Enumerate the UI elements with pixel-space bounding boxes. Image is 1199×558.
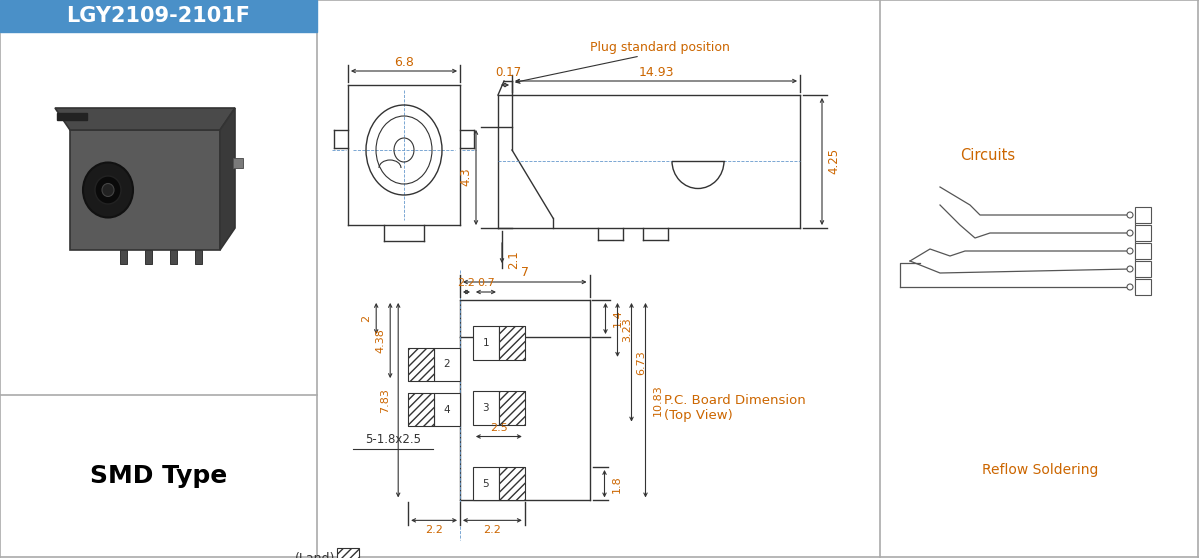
Text: Reflow Soldering: Reflow Soldering	[982, 463, 1098, 477]
Text: 4.38: 4.38	[375, 328, 385, 353]
Text: 5: 5	[482, 479, 489, 489]
Text: 0.17: 0.17	[495, 66, 522, 79]
Bar	[1135, 225, 1151, 241]
Text: 2: 2	[361, 315, 372, 322]
Text: 3: 3	[482, 403, 489, 413]
Bar	[499, 391, 525, 425]
Bar	[1135, 243, 1151, 259]
Ellipse shape	[102, 184, 114, 196]
Bar	[472, 391, 499, 425]
Bar	[408, 393, 434, 426]
Ellipse shape	[83, 162, 133, 218]
Text: 5-1.8x2.5: 5-1.8x2.5	[366, 433, 421, 446]
Circle shape	[1127, 284, 1133, 290]
Text: 4: 4	[1140, 228, 1146, 238]
Bar	[499, 467, 525, 501]
Text: 2.1: 2.1	[507, 251, 520, 270]
Text: P.C. Board Dimension
(Top View): P.C. Board Dimension (Top View)	[664, 394, 806, 422]
Bar	[195, 250, 201, 264]
Text: 7.83: 7.83	[380, 388, 390, 412]
Text: 6.8: 6.8	[394, 56, 414, 70]
Text: 1.4: 1.4	[613, 310, 622, 328]
Circle shape	[1127, 266, 1133, 272]
Bar	[499, 326, 525, 360]
Text: 14.93: 14.93	[638, 66, 674, 79]
Text: 1: 1	[482, 338, 489, 348]
Bar	[337, 549, 359, 558]
Ellipse shape	[95, 176, 121, 204]
Bar	[120, 250, 127, 264]
Bar	[472, 467, 499, 501]
Text: 5: 5	[1140, 246, 1146, 256]
Text: Plug standard position: Plug standard position	[590, 41, 730, 55]
Text: 2.2: 2.2	[483, 525, 501, 535]
Text: 2.5: 2.5	[490, 422, 507, 432]
Bar	[233, 158, 243, 168]
Text: 7: 7	[520, 267, 529, 280]
Bar	[408, 393, 434, 426]
Polygon shape	[55, 108, 235, 130]
Bar	[1135, 261, 1151, 277]
Circle shape	[1127, 230, 1133, 236]
Bar	[408, 348, 434, 381]
Bar	[499, 467, 525, 501]
Text: LGY2109-2101F: LGY2109-2101F	[66, 6, 251, 26]
Bar	[1135, 279, 1151, 295]
Bar	[408, 348, 434, 381]
Bar	[58, 113, 88, 120]
Polygon shape	[70, 130, 219, 250]
Text: 4: 4	[444, 405, 451, 415]
Bar	[0, 0, 317, 32]
Bar	[145, 250, 152, 264]
Text: 3: 3	[1140, 264, 1146, 274]
Text: 4.3: 4.3	[459, 168, 472, 186]
Circle shape	[1127, 212, 1133, 218]
Text: 4.25: 4.25	[827, 148, 840, 174]
Text: (Land): (Land)	[295, 552, 335, 558]
Bar	[499, 391, 525, 425]
Polygon shape	[219, 108, 235, 250]
Text: Circuits: Circuits	[960, 147, 1016, 162]
Text: 3.23: 3.23	[622, 318, 633, 342]
Text: 2: 2	[1140, 210, 1146, 220]
Text: 10.83: 10.83	[652, 384, 663, 416]
Text: 1.8: 1.8	[611, 475, 621, 493]
Text: 1: 1	[1140, 282, 1146, 292]
Circle shape	[1127, 248, 1133, 254]
Text: 2.2: 2.2	[458, 278, 476, 288]
Text: SMD Type: SMD Type	[90, 464, 227, 488]
Text: 6.73: 6.73	[637, 350, 646, 374]
Bar	[1135, 207, 1151, 223]
Text: 0.7: 0.7	[477, 278, 495, 288]
Text: 2.2: 2.2	[426, 525, 444, 535]
Text: 2: 2	[444, 359, 451, 369]
Bar	[170, 250, 177, 264]
Bar	[434, 348, 460, 381]
Bar	[472, 326, 499, 360]
Bar	[434, 393, 460, 426]
Bar	[499, 326, 525, 360]
